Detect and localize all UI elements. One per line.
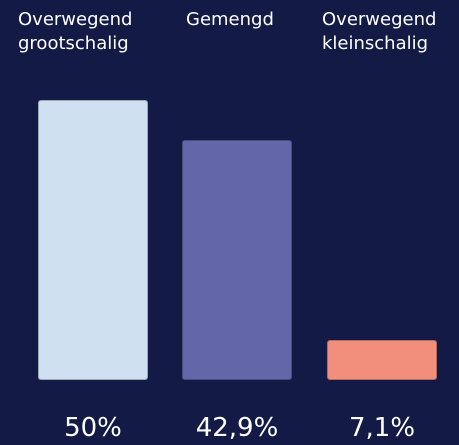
- value-label: 7,1%: [348, 413, 416, 443]
- bar: [182, 139, 292, 380]
- category-label: Overwegend grootschalig: [18, 9, 133, 54]
- bar: [38, 100, 148, 380]
- value-label: 42,9%: [195, 413, 279, 443]
- category-label: Overwegend kleinschalig: [322, 9, 437, 54]
- value-label: 50%: [64, 413, 122, 443]
- category-label: Gemengd: [186, 9, 274, 30]
- bar: [327, 340, 437, 380]
